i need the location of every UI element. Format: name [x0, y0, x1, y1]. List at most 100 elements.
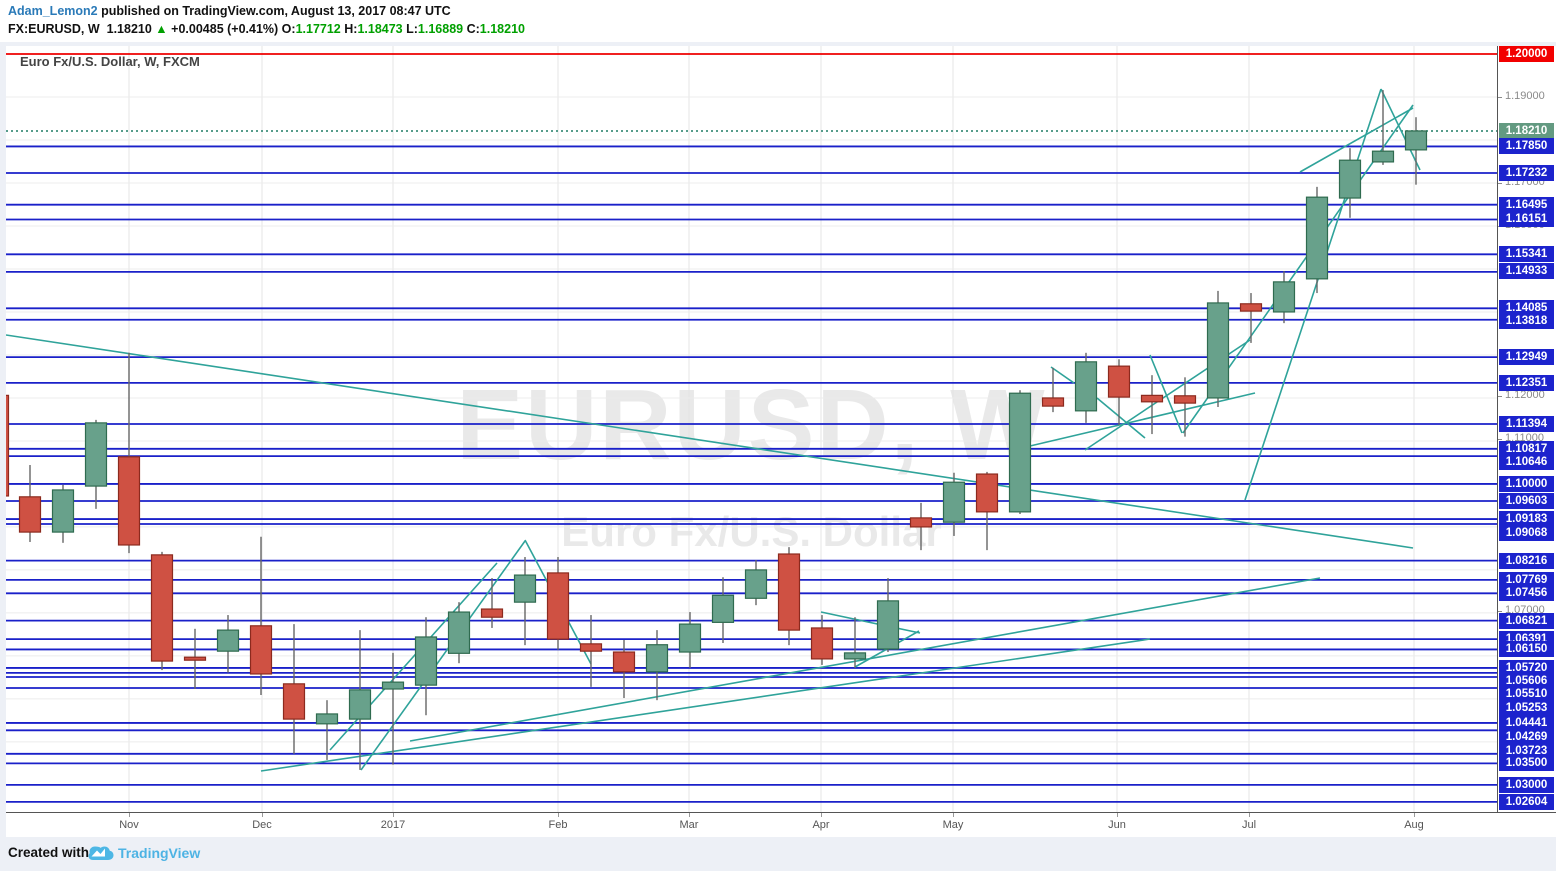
candle-down	[183, 656, 207, 661]
price-level-badge: 1.09183	[1499, 511, 1554, 528]
price-level-badge: 1.14085	[1499, 300, 1554, 317]
trendline	[1380, 88, 1421, 171]
axis-tick	[1414, 813, 1415, 817]
trendline	[6, 334, 1414, 549]
candle-up	[1338, 159, 1362, 199]
price-level-badge: 1.12949	[1499, 349, 1554, 366]
price-level-badge: 1.03723	[1499, 743, 1554, 759]
price-level-badge: 1.07456	[1499, 585, 1554, 602]
price-level-badge: 1.12351	[1499, 374, 1554, 391]
axis-tick	[129, 813, 130, 817]
trendline	[360, 540, 526, 771]
axis-price-label: 1.19000	[1505, 90, 1545, 102]
price-level-badge: 1.09068	[1499, 525, 1554, 541]
price-level-badge: 1.13818	[1499, 313, 1554, 329]
high-value: 1.18473	[357, 22, 403, 36]
tradingview-brand-link[interactable]: TradingView	[118, 845, 201, 861]
candle-up	[447, 611, 471, 654]
price-level-badge: 1.06150	[1499, 641, 1554, 658]
trendline	[1149, 354, 1183, 434]
tradingview-logo-icon[interactable]	[88, 843, 114, 863]
axis-tick	[262, 813, 263, 817]
trendline	[329, 562, 498, 751]
candle-up	[216, 629, 240, 652]
price-level-badge: 1.04269	[1499, 729, 1554, 745]
time-axis[interactable]: Nov Dec 2017 Feb Mar Apr May Jun Jul Aug	[6, 812, 1556, 837]
axis-month-label: May	[942, 819, 964, 831]
open-label: O:	[281, 22, 296, 36]
price-level-badge: 1.08216	[1499, 552, 1554, 569]
candle-down	[150, 554, 174, 662]
axis-month-label: Jul	[1241, 819, 1257, 831]
candle-up	[843, 652, 867, 660]
candle-up	[513, 574, 537, 603]
price-change: +0.00485 (+0.41%)	[171, 22, 279, 36]
price-level-badge: 1.16495	[1499, 196, 1554, 213]
price-level-badge: 1.02604	[1499, 793, 1554, 810]
trendline	[820, 611, 921, 634]
axis-tick	[1249, 813, 1250, 817]
snapshot-footer: Created with TradingView	[0, 837, 1556, 871]
chart-plot-area[interactable]: EURUSD, W Euro Fx/U.S. Dollar Euro Fx/U.…	[6, 46, 1497, 812]
axis-month-label: Jun	[1108, 819, 1126, 831]
candle-down	[612, 651, 636, 673]
axis-price-label: 1.12000	[1505, 389, 1545, 401]
candle-up	[1404, 130, 1428, 151]
axis-month-label: Apr	[812, 819, 830, 831]
price-level-badge: 1.17232	[1499, 165, 1554, 181]
axis-tick	[689, 813, 690, 817]
axis-tick	[1498, 439, 1502, 440]
trendline	[1096, 397, 1146, 439]
price-level-badge: 1.11394	[1499, 415, 1554, 432]
axis-tick	[1498, 611, 1502, 612]
candle-down	[546, 572, 570, 640]
price-level-badge: 1.17850	[1499, 138, 1554, 155]
trendline	[1050, 366, 1075, 384]
axis-tick	[953, 813, 954, 817]
candle-down	[975, 473, 999, 513]
price-level-badge: 1.03500	[1499, 755, 1554, 772]
created-with-label: Created with	[8, 845, 90, 860]
price-level-badge: 1.05720	[1499, 659, 1554, 676]
candle-up	[1206, 302, 1230, 399]
symbol-label: FX:EURUSD, W	[8, 22, 100, 36]
snapshot-header: Adam_Lemon2 published on TradingView.com…	[0, 0, 1556, 42]
high-label: H:	[344, 22, 358, 36]
chart-legend-title: Euro Fx/U.S. Dollar, W, FXCM	[20, 54, 200, 69]
candle-down	[1041, 397, 1065, 407]
low-value: 1.16889	[417, 22, 464, 36]
price-level-badge: 1.10000	[1499, 475, 1554, 492]
candle-up	[876, 600, 900, 650]
price-level-badge: 1.03000	[1499, 776, 1554, 793]
price-level-badge: 1.15341	[1499, 246, 1554, 263]
close-label: C:	[466, 22, 480, 36]
candle-up	[51, 489, 75, 533]
candle-up	[84, 422, 108, 487]
candle-up	[348, 689, 372, 720]
symbol-line: FX:EURUSD, W 1.18210 ▲ +0.00485 (+0.41%)…	[8, 22, 525, 36]
trendline	[1299, 107, 1414, 173]
candle-down	[909, 517, 933, 528]
candle-up	[942, 481, 966, 523]
author-link[interactable]: Adam_Lemon2	[8, 4, 98, 18]
trendline	[1244, 88, 1382, 501]
axis-month-label: Feb	[548, 819, 568, 831]
axis-tick	[558, 813, 559, 817]
candle-down	[282, 683, 306, 720]
candle-down	[1140, 394, 1164, 403]
candlestick-chart-svg	[6, 46, 1497, 812]
candle-up	[1008, 392, 1032, 513]
current-price-badge: 1.18210	[1499, 122, 1554, 139]
candle-down	[1107, 365, 1131, 398]
axis-month-label: Mar	[679, 819, 699, 831]
candle-down	[117, 456, 141, 546]
price-level-badge: 1.06821	[1499, 612, 1554, 629]
axis-month-label: Dec	[252, 819, 272, 831]
publish-text: published on TradingView.com, August 13,…	[97, 4, 451, 18]
candle-up	[1371, 150, 1395, 163]
publish-line: Adam_Lemon2 published on TradingView.com…	[8, 4, 451, 18]
axis-tick	[1498, 97, 1502, 98]
axis-tick	[1498, 396, 1502, 397]
price-axis[interactable]: 1.190001.170001.160001.120001.110001.070…	[1497, 46, 1556, 812]
candle-down	[1173, 395, 1197, 404]
